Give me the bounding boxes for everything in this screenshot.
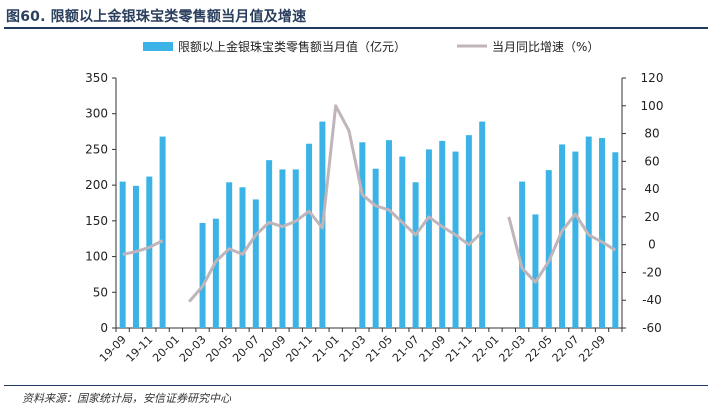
- bar: [479, 121, 486, 328]
- bar: [532, 214, 539, 328]
- left-axis-tick-label: 150: [85, 214, 108, 228]
- bar: [306, 143, 313, 328]
- right-axis-tick-label: -40: [642, 293, 662, 307]
- left-axis-tick-label: 50: [93, 285, 108, 299]
- source-note: 资料来源：国家统计局，安信证券研究中心: [22, 392, 231, 405]
- bar: [559, 144, 566, 328]
- bar: [146, 176, 153, 328]
- x-axis-tick-label: 21-07: [390, 333, 422, 365]
- x-axis-tick-label: 20-05: [204, 333, 236, 365]
- right-axis-tick-label: 60: [644, 154, 659, 168]
- x-axis-tick-label: 22-07: [550, 333, 582, 365]
- title-divider: [4, 27, 708, 29]
- figure-title: 图60. 限额以上金银珠宝类零售额当月值及增速: [6, 9, 307, 25]
- bar: [279, 169, 286, 328]
- bar: [119, 181, 126, 328]
- bar: [372, 168, 379, 328]
- bar: [359, 142, 366, 328]
- source-divider: [4, 385, 708, 386]
- x-axis-tick-label: 20-09: [257, 333, 289, 365]
- left-axis-tick-label: 250: [85, 142, 108, 156]
- bar: [199, 223, 206, 328]
- right-axis-tick-label: -60: [642, 321, 662, 335]
- left-axis-tick-label: 350: [85, 71, 108, 85]
- bar: [599, 138, 606, 328]
- bar: [252, 199, 259, 328]
- bar: [239, 187, 246, 328]
- legend-bar-label: 限额以上金银珠宝类零售额当月值（亿元）: [178, 39, 406, 54]
- x-axis-tick-label: 20-03: [177, 333, 209, 365]
- x-axis-tick-label: 22-09: [576, 333, 608, 365]
- right-axis-tick-label: 20: [644, 210, 659, 224]
- bar: [465, 135, 472, 328]
- bar: [572, 151, 579, 328]
- x-axis-tick-label: 22-03: [496, 333, 528, 365]
- growth-line-segment: [507, 212, 617, 284]
- x-axis-tick-label: 20-07: [230, 333, 262, 365]
- right-axis-tick-label: 120: [641, 71, 664, 85]
- x-axis-tick-label: 21-01: [310, 333, 342, 365]
- bar: [545, 170, 552, 328]
- x-axis-tick-label: 20-01: [150, 333, 182, 365]
- left-axis-tick-label: 100: [85, 250, 108, 264]
- chart: 0 50 100 150 200 250 300 350 -60 -40 -20 0 20 40 60 80 1…: [85, 39, 664, 365]
- bar: [266, 160, 273, 328]
- bar: [439, 140, 446, 328]
- left-axis-tick-label: 300: [85, 107, 108, 121]
- x-axis-tick-label: 22-05: [523, 333, 555, 365]
- bar: [226, 182, 233, 328]
- bar: [159, 136, 166, 328]
- bar: [519, 181, 526, 328]
- bar: [399, 156, 406, 328]
- right-axis-tick-label: -20: [642, 265, 662, 279]
- growth-line-segment: [122, 239, 164, 256]
- x-axis-tick-label: 22-01: [470, 333, 502, 365]
- x-axis-tick-label: 21-09: [417, 333, 449, 365]
- right-axis-tick-label: 100: [641, 99, 664, 113]
- x-axis-tick-label: 21-03: [337, 333, 369, 365]
- right-axis-tick-label: 0: [648, 238, 656, 252]
- x-axis-tick-label: 21-05: [363, 333, 395, 365]
- left-axis-tick-label: 200: [85, 178, 108, 192]
- x-axis-tick-label: 21-11: [443, 333, 475, 365]
- x-axis-tick-label: 19-11: [124, 333, 156, 365]
- bar: [132, 185, 139, 328]
- x-axis-tick-label: 19-09: [97, 333, 129, 365]
- left-axis-tick-label: 0: [100, 321, 108, 335]
- bar: [452, 151, 459, 328]
- growth-line-segment: [188, 104, 484, 303]
- bar: [385, 140, 392, 328]
- right-axis-tick-label: 40: [644, 182, 659, 196]
- legend-line-label: 当月同比增速（%）: [492, 40, 599, 54]
- bar: [292, 169, 299, 328]
- right-axis-tick-label: 80: [644, 127, 659, 141]
- legend-bar-swatch: [143, 42, 173, 51]
- bar: [612, 152, 619, 328]
- bar: [425, 149, 432, 328]
- x-axis-tick-label: 20-11: [283, 333, 315, 365]
- bar: [212, 218, 219, 328]
- bar: [412, 182, 419, 328]
